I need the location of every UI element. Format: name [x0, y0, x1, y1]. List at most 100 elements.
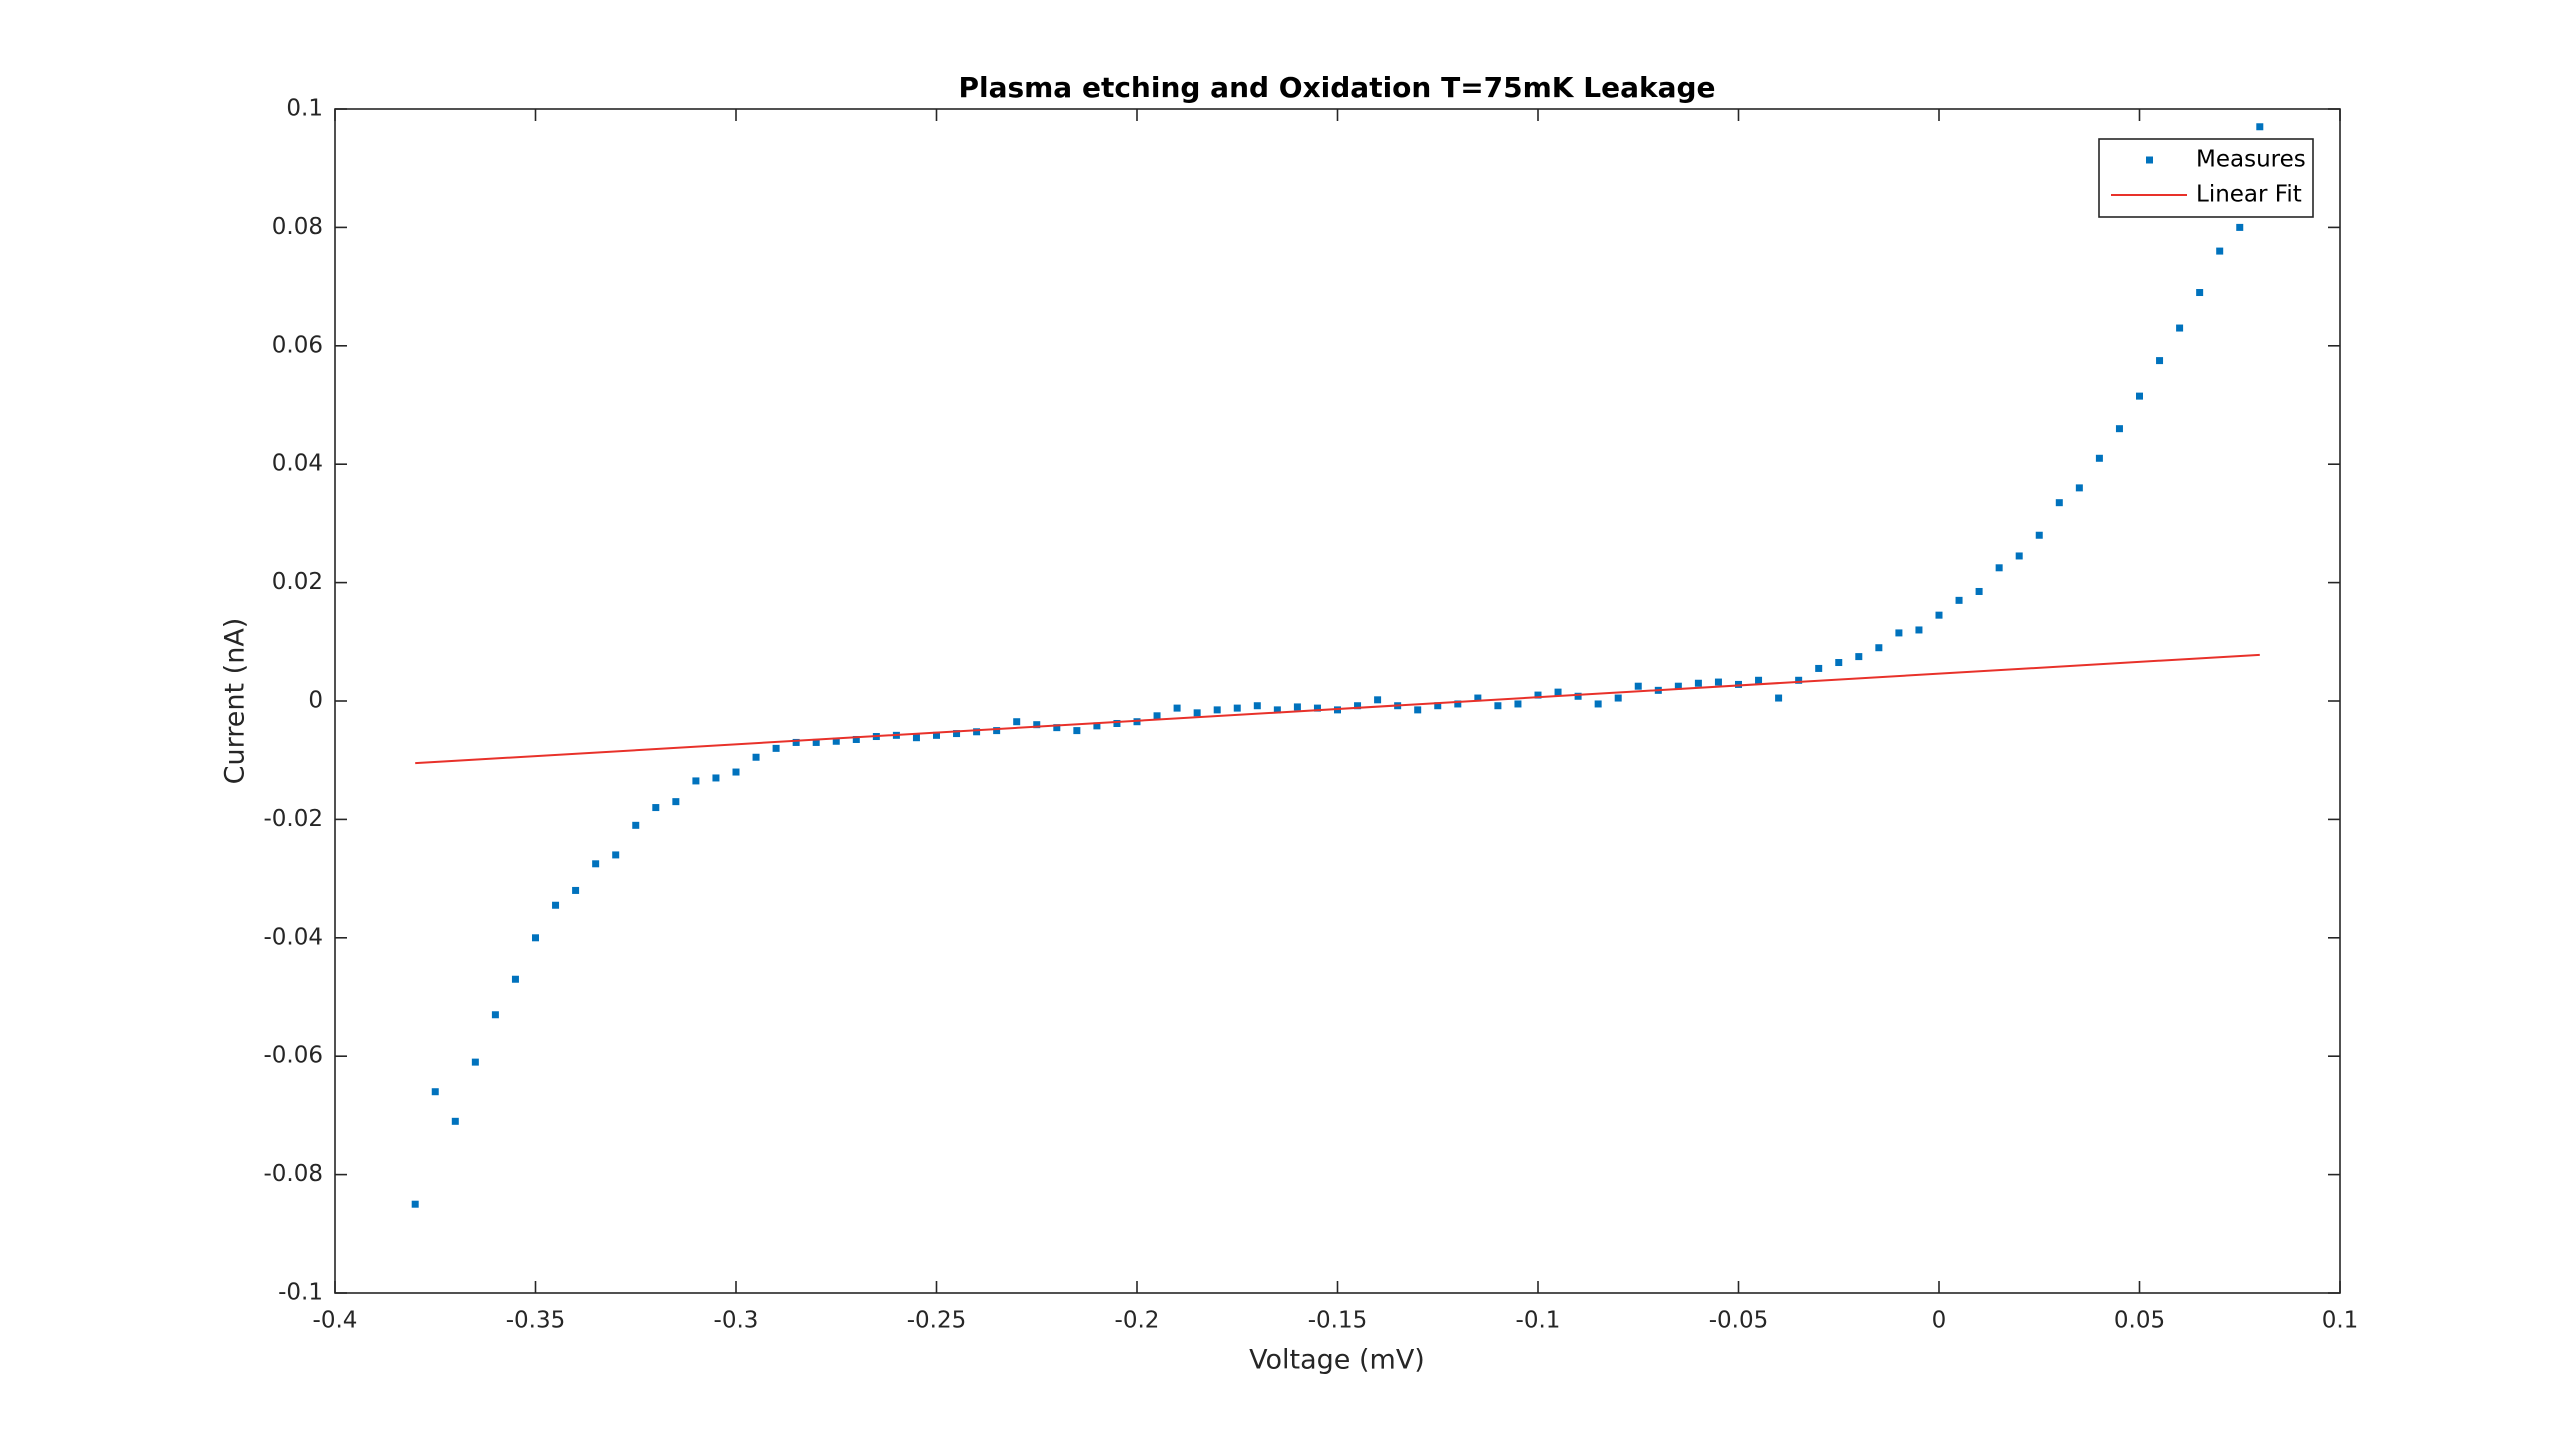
data-point	[1434, 702, 1442, 710]
data-point	[2236, 223, 2244, 231]
data-point	[1253, 702, 1261, 710]
data-point	[1534, 691, 1542, 699]
data-point	[2035, 531, 2043, 539]
data-point	[732, 768, 740, 776]
data-point	[1955, 596, 1963, 604]
y-tick-label: -0.06	[263, 1043, 323, 1069]
data-point	[792, 738, 800, 746]
data-point	[1735, 680, 1742, 688]
data-point	[1775, 694, 1783, 702]
data-point	[1193, 709, 1201, 717]
data-point	[1173, 704, 1181, 712]
data-point	[1835, 659, 1843, 667]
x-tick-label: -0.3	[714, 1308, 759, 1334]
legend-label: Measures	[2196, 147, 2306, 173]
data-point	[1293, 703, 1301, 711]
data-point	[1755, 676, 1763, 684]
legend-box	[2098, 138, 2314, 218]
data-point	[852, 735, 860, 743]
y-tick-label: 0	[308, 688, 323, 714]
data-point	[812, 738, 820, 746]
x-tick-label: -0.2	[1115, 1308, 1160, 1334]
data-point	[532, 934, 539, 942]
data-point	[1013, 718, 1021, 726]
y-tick-label: 0.1	[286, 96, 323, 122]
data-point	[1474, 694, 1482, 702]
x-tick-label: -0.25	[907, 1308, 967, 1334]
data-point	[953, 730, 961, 738]
data-point	[431, 1088, 439, 1096]
x-tick-label: 0.1	[2322, 1308, 2359, 1334]
data-point	[1634, 682, 1642, 690]
data-point	[672, 798, 680, 806]
data-point	[1935, 611, 1943, 619]
data-point	[912, 734, 920, 742]
y-tick-label: 0.06	[272, 332, 323, 358]
data-point	[1674, 682, 1682, 690]
x-tick-label: -0.1	[1516, 1308, 1561, 1334]
data-point	[1153, 712, 1161, 720]
data-point	[1614, 694, 1622, 702]
data-point	[612, 851, 620, 859]
data-point	[1895, 629, 1903, 637]
y-tick-label: 0.02	[272, 569, 323, 595]
data-point	[1213, 706, 1221, 714]
legend-label: Linear Fit	[2196, 182, 2302, 208]
y-tick-label: -0.02	[263, 806, 323, 832]
y-tick-label: 0.08	[272, 214, 323, 240]
data-point	[1233, 704, 1241, 712]
chart-title: Plasma etching and Oxidation T=75mK Leak…	[958, 71, 1715, 104]
data-point	[632, 821, 640, 829]
y-tick-label: -0.08	[263, 1161, 323, 1187]
y-tick-label: -0.1	[278, 1280, 323, 1306]
data-point	[1354, 702, 1362, 710]
data-point	[2015, 552, 2023, 560]
data-point	[2256, 123, 2264, 131]
data-point	[552, 901, 560, 909]
data-point	[1374, 696, 1382, 704]
data-point	[1915, 626, 1923, 634]
data-point	[471, 1058, 479, 1066]
data-point	[1815, 664, 1823, 672]
data-point	[2075, 484, 2083, 492]
data-point	[2196, 289, 2204, 297]
data-point	[772, 744, 780, 752]
x-tick-label: -0.05	[1709, 1308, 1769, 1334]
data-point	[1494, 702, 1502, 710]
y-tick-label: -0.04	[263, 924, 323, 950]
data-point	[1574, 692, 1582, 700]
data-point	[2216, 247, 2224, 255]
data-point	[411, 1200, 419, 1208]
data-point	[2136, 392, 2143, 400]
data-point	[832, 737, 840, 745]
data-point	[1795, 676, 1803, 684]
data-point	[511, 975, 519, 983]
data-point	[1694, 679, 1702, 687]
data-point	[1414, 706, 1422, 714]
data-point	[1093, 722, 1101, 730]
data-point	[592, 860, 600, 868]
data-point	[652, 804, 660, 812]
data-point	[2156, 357, 2164, 365]
data-point	[752, 753, 760, 761]
data-point	[1714, 678, 1722, 686]
fit-line	[415, 653, 2260, 765]
x-tick-label: -0.15	[1308, 1308, 1368, 1334]
data-point	[1554, 688, 1562, 696]
data-point	[1875, 644, 1883, 652]
legend-marker	[2146, 156, 2153, 164]
data-point	[1514, 700, 1522, 708]
data-point	[2176, 324, 2184, 332]
data-point	[692, 777, 700, 785]
x-axis-label: Voltage (mV)	[1249, 1345, 1425, 1376]
data-point	[973, 728, 981, 736]
data-point	[712, 774, 720, 782]
data-point	[1073, 727, 1081, 735]
data-point	[2095, 454, 2103, 462]
y-tick-label: 0.04	[272, 451, 323, 477]
data-point	[1454, 700, 1462, 708]
data-point	[451, 1117, 459, 1125]
data-point	[2055, 499, 2063, 507]
